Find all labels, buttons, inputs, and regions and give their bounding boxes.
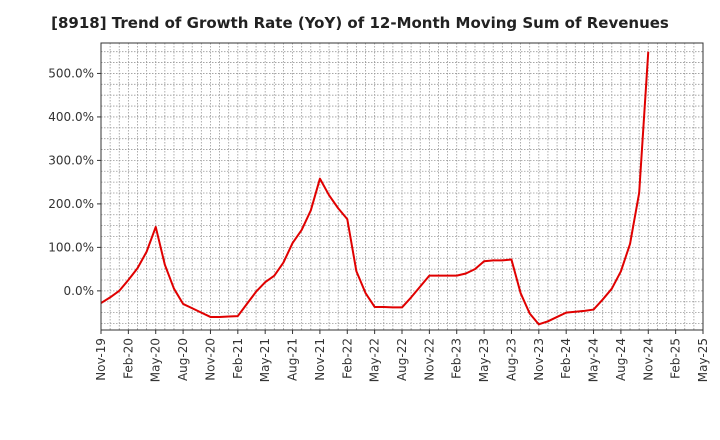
y-tick-label: 300.0% bbox=[48, 153, 94, 167]
x-tick-label: Nov-24 bbox=[641, 338, 655, 381]
x-tick-label: Nov-19 bbox=[94, 338, 108, 381]
series-layer bbox=[100, 51, 650, 326]
x-tick-label: May-24 bbox=[587, 338, 601, 382]
x-tick-label: Nov-21 bbox=[313, 338, 327, 381]
x-tick-label: May-21 bbox=[258, 338, 272, 382]
y-tick-label: 100.0% bbox=[48, 240, 94, 254]
y-tick-label: 200.0% bbox=[48, 197, 94, 211]
x-tick-label: Feb-21 bbox=[231, 338, 245, 379]
x-tick-label: May-22 bbox=[368, 338, 382, 382]
x-tick-label: Nov-20 bbox=[203, 338, 217, 381]
x-tick-label: Aug-23 bbox=[504, 338, 518, 381]
x-tick-label: Nov-23 bbox=[532, 338, 546, 381]
chart-title: [8918] Trend of Growth Rate (YoY) of 12-… bbox=[51, 14, 669, 32]
y-tick-label: 400.0% bbox=[48, 110, 94, 124]
x-tick-label: Aug-21 bbox=[286, 338, 300, 381]
x-tick-label: Aug-24 bbox=[614, 338, 628, 381]
x-tick-label: Aug-20 bbox=[176, 338, 190, 381]
x-axis-ticks: Nov-19 Feb-20 May-20 Aug-20 Nov-20 Feb-21 May-… bbox=[94, 330, 710, 382]
x-tick-label: Feb-25 bbox=[669, 338, 683, 379]
x-tick-label: May-20 bbox=[149, 338, 163, 382]
y-tick-label: 0.0% bbox=[64, 284, 95, 298]
x-tick-label: May-23 bbox=[477, 338, 491, 382]
x-tick-label: May-25 bbox=[696, 338, 710, 382]
y-axis-ticks: 0.0% 100.0% 200.0% 300.0% 400.0% 500.0% bbox=[48, 66, 101, 298]
plot-frame bbox=[100, 42, 704, 331]
x-tick-label: Feb-20 bbox=[121, 338, 135, 379]
x-tick-label: Nov-22 bbox=[422, 338, 436, 381]
series-line bbox=[100, 51, 650, 326]
x-tick-label: Feb-24 bbox=[559, 338, 573, 379]
x-tick-label: Aug-22 bbox=[395, 338, 409, 381]
grid-lines bbox=[101, 43, 703, 330]
y-tick-label: 500.0% bbox=[48, 66, 94, 80]
plot-background bbox=[101, 43, 703, 330]
x-tick-label: Feb-23 bbox=[450, 338, 464, 379]
x-tick-label: Feb-22 bbox=[340, 338, 354, 379]
